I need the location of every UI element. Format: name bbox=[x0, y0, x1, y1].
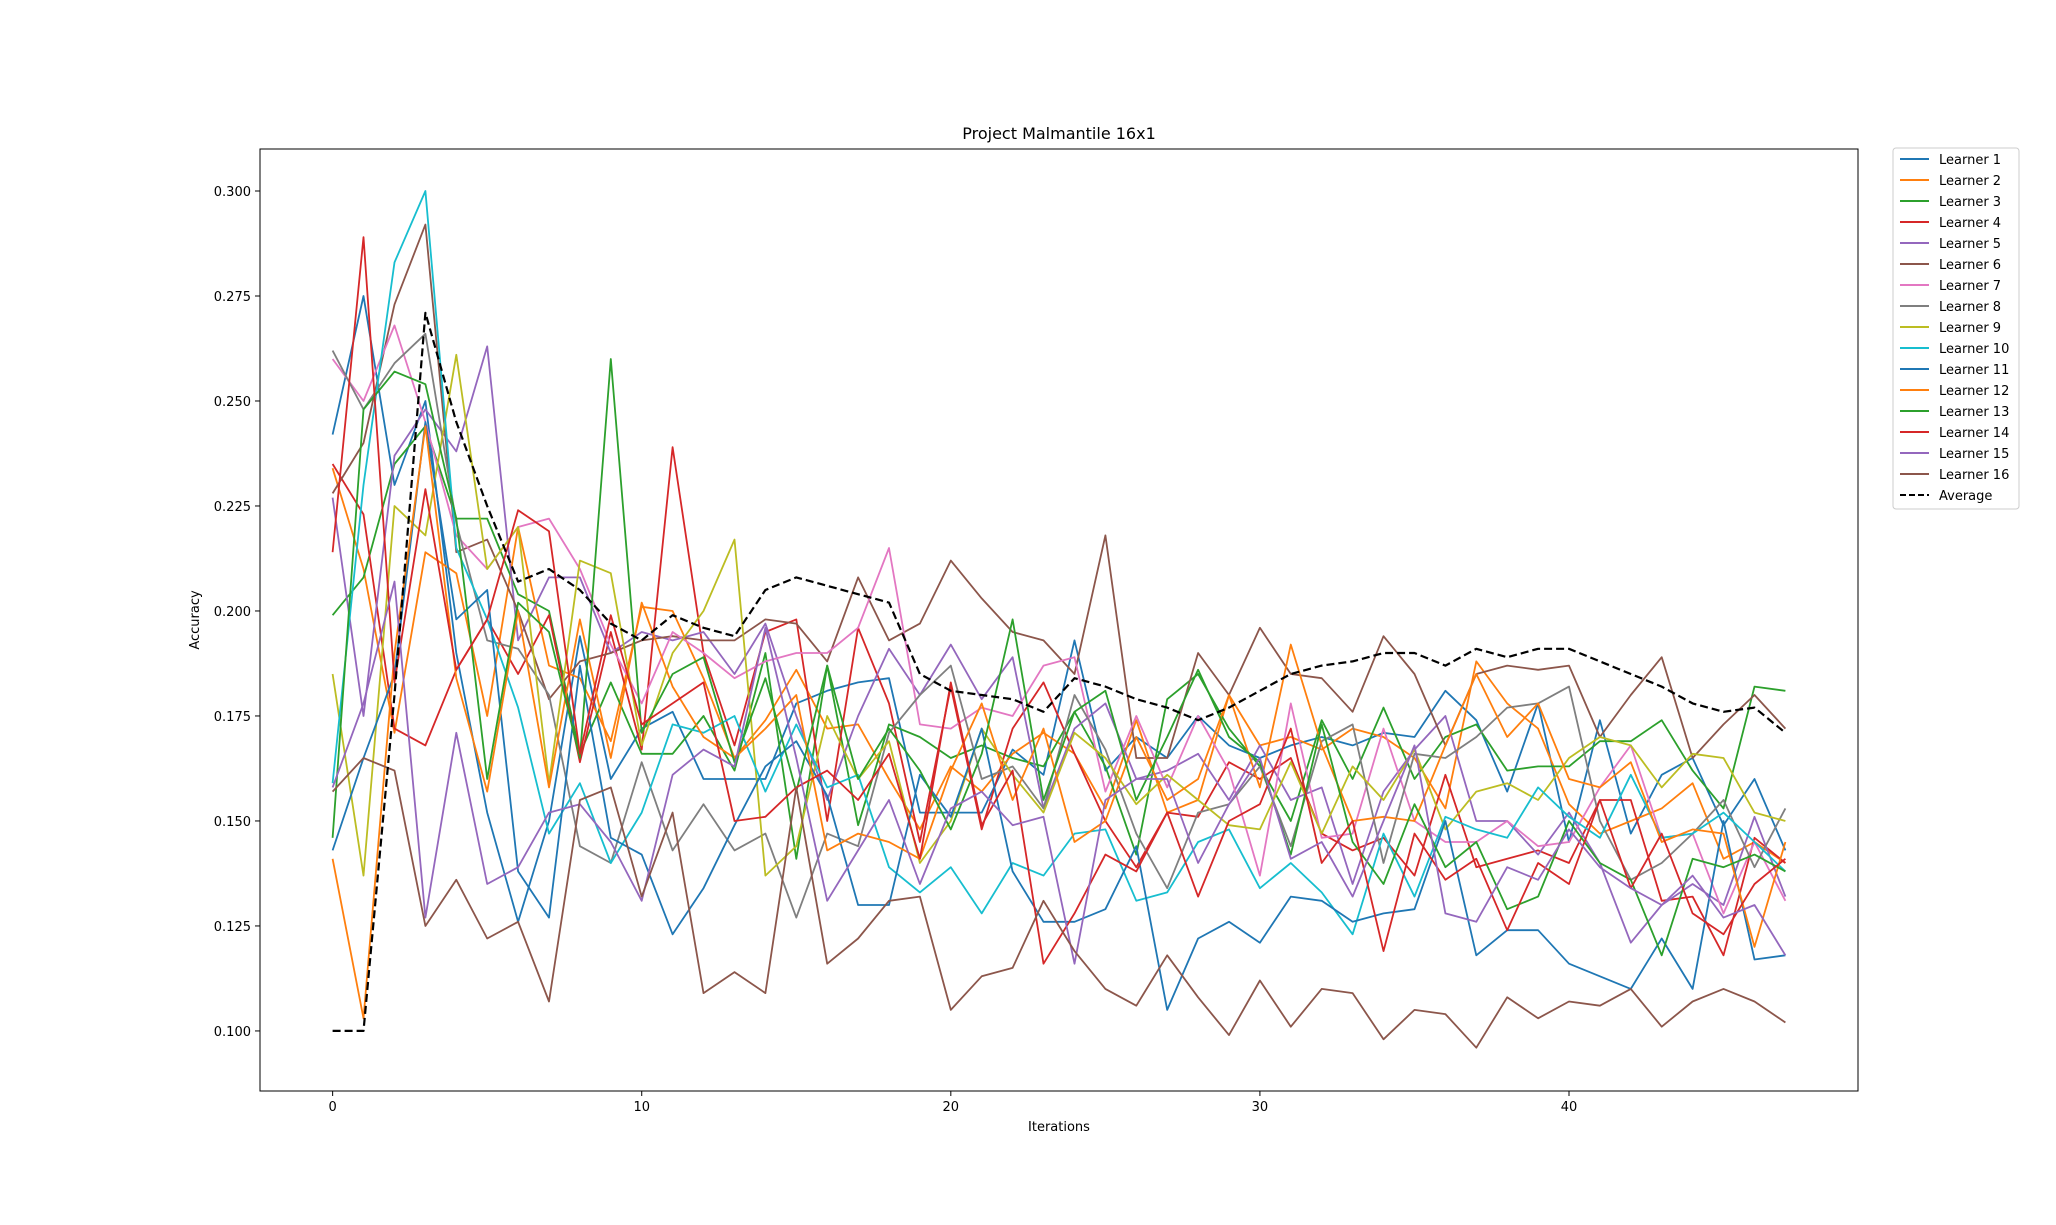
legend-item: Learner 6 bbox=[1900, 258, 2001, 273]
legend-label: Learner 6 bbox=[1939, 258, 2001, 273]
legend-label: Learner 8 bbox=[1939, 300, 2001, 315]
x-tick-label: 20 bbox=[943, 1100, 960, 1115]
y-axis-ticks: 0.100 0.125 0.150 0.175 0.200 0.225 0.250 0.275… bbox=[214, 185, 260, 1040]
series-line-learner-13 bbox=[331, 358, 1786, 957]
series-line-learner-15 bbox=[331, 580, 1787, 965]
legend-label: Learner 1 bbox=[1939, 153, 2001, 168]
legend-item: Learner 12 bbox=[1900, 384, 2009, 399]
legend-item: Learner 4 bbox=[1900, 216, 2001, 231]
y-tick-label: 0.200 bbox=[214, 605, 251, 620]
legend: Learner 1 Learner 2 Learner 3 Learner 4 Lear… bbox=[1892, 147, 2020, 510]
legend-label: Learner 7 bbox=[1939, 279, 2001, 294]
series-line-learner-6 bbox=[331, 223, 1787, 759]
legend-item: Learner 11 bbox=[1900, 363, 2009, 378]
y-tick-label: 0.100 bbox=[214, 1025, 251, 1040]
y-tick-label: 0.275 bbox=[214, 290, 251, 305]
legend-item: Learner 3 bbox=[1900, 195, 2001, 210]
x-tick-label: 40 bbox=[1561, 1100, 1578, 1115]
legend-item: Average bbox=[1900, 489, 1992, 504]
x-axis-ticks: 0 10 20 30 40 bbox=[328, 1091, 1577, 1115]
series-line-learner-1 bbox=[331, 295, 1787, 923]
legend-item: Learner 9 bbox=[1900, 321, 2001, 336]
legend-label: Learner 15 bbox=[1939, 447, 2009, 462]
y-tick-label: 0.150 bbox=[214, 815, 251, 830]
legend-label: Learner 5 bbox=[1939, 237, 2001, 252]
y-tick-label: 0.175 bbox=[214, 710, 251, 725]
y-tick-label: 0.125 bbox=[214, 920, 251, 935]
legend-label: Learner 12 bbox=[1939, 384, 2009, 399]
legend-label: Learner 9 bbox=[1939, 321, 2001, 336]
legend-label: Learner 16 bbox=[1939, 468, 2009, 483]
plot-frame bbox=[259, 148, 1859, 1092]
legend-item: Learner 15 bbox=[1900, 447, 2009, 462]
series-line-learner-3 bbox=[331, 425, 1786, 860]
legend-label: Learner 10 bbox=[1939, 342, 2009, 357]
legend-label: Learner 14 bbox=[1939, 426, 2009, 441]
legend-item: Learner 5 bbox=[1900, 237, 2001, 252]
series-line-learner-7 bbox=[331, 324, 1787, 915]
x-axis-label: Iterations bbox=[1028, 1120, 1090, 1135]
series-line-learner-8 bbox=[331, 332, 1787, 919]
series-line-learner-2 bbox=[331, 467, 1786, 864]
chart-title: Project Malmantile 16x1 bbox=[962, 124, 1156, 143]
legend-item: Learner 1 bbox=[1900, 153, 2001, 168]
legend-label: Learner 2 bbox=[1939, 174, 2001, 189]
legend-label: Learner 11 bbox=[1939, 363, 2009, 378]
legend-item: Learner 10 bbox=[1900, 342, 2009, 357]
legend-item: Learner 7 bbox=[1900, 279, 2001, 294]
x-tick-label: 30 bbox=[1252, 1100, 1269, 1115]
series-line-average bbox=[332, 311, 1787, 1032]
series-line-learner-16 bbox=[331, 757, 1786, 1049]
series-line-learner-10 bbox=[331, 190, 1787, 936]
legend-label: Learner 13 bbox=[1939, 405, 2009, 420]
legend-item: Learner 14 bbox=[1900, 426, 2009, 441]
x-tick-label: 0 bbox=[328, 1100, 336, 1115]
legend-item: Learner 13 bbox=[1900, 405, 2009, 420]
legend-label: Learner 4 bbox=[1939, 216, 2001, 231]
legend-item: Learner 8 bbox=[1900, 300, 2001, 315]
series-line-learner-12 bbox=[331, 425, 1787, 1020]
series-line-learner-5 bbox=[331, 345, 1787, 944]
series-line-learner-14 bbox=[331, 236, 1786, 965]
x-tick-label: 10 bbox=[633, 1100, 650, 1115]
series-lines bbox=[331, 190, 1787, 1049]
y-axis-label: Accuracy bbox=[188, 590, 203, 650]
legend-item: Learner 2 bbox=[1900, 174, 2001, 189]
legend-label: Average bbox=[1939, 489, 1992, 504]
legend-frame bbox=[1892, 147, 2020, 510]
legend-item: Learner 16 bbox=[1900, 468, 2009, 483]
y-tick-label: 0.250 bbox=[214, 395, 251, 410]
legend-label: Learner 3 bbox=[1939, 195, 2001, 210]
series-line-learner-11 bbox=[331, 421, 1786, 1011]
y-tick-label: 0.300 bbox=[214, 185, 251, 200]
y-tick-label: 0.225 bbox=[214, 500, 251, 515]
